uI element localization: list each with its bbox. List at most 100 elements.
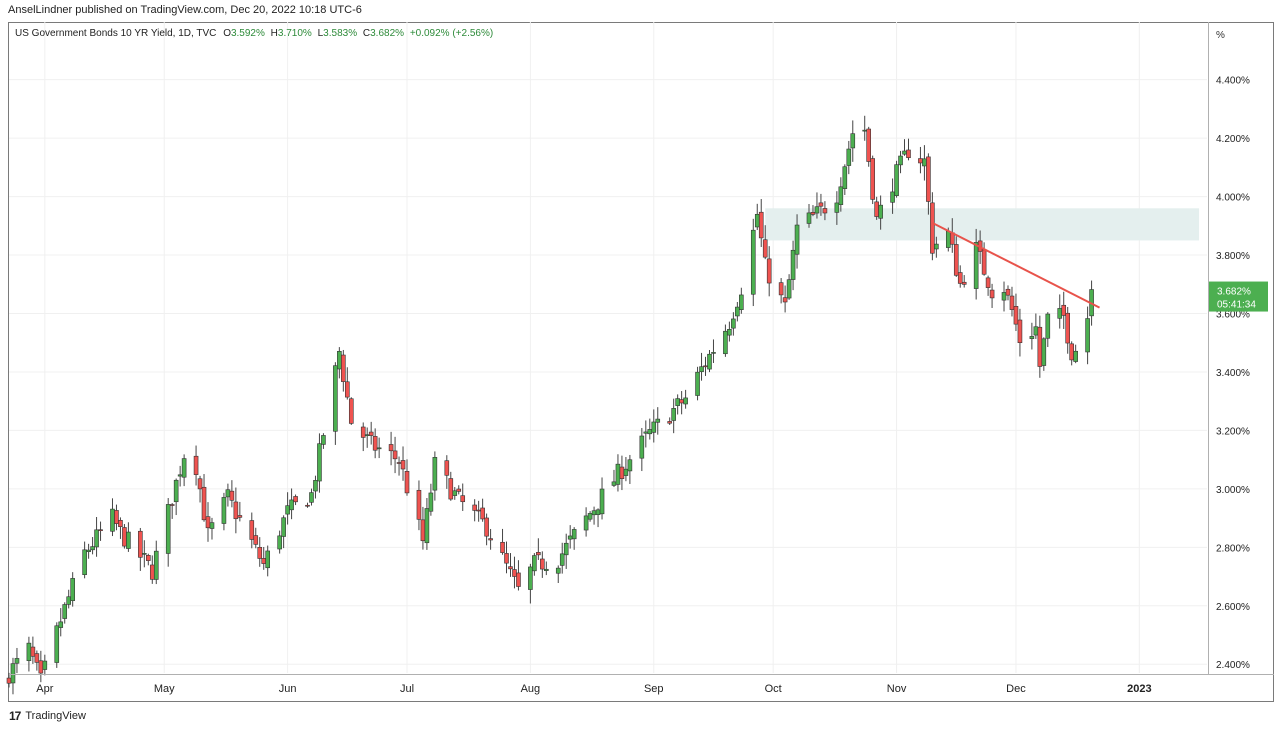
candle (221, 492, 227, 531)
candle-body (193, 455, 199, 475)
candle (448, 471, 454, 501)
candle-body (595, 509, 601, 515)
candle (739, 287, 744, 314)
candle (1061, 291, 1067, 329)
candle (591, 506, 597, 525)
candle-body (181, 458, 187, 478)
candle (695, 366, 700, 401)
candle (623, 456, 629, 482)
candle (544, 561, 549, 576)
candle (321, 433, 326, 449)
candle (639, 427, 645, 472)
candle (989, 283, 995, 308)
footer-branding[interactable]: 17 TradingView (9, 709, 86, 723)
candle-body (528, 566, 533, 590)
candle (281, 515, 286, 549)
x-tick-label: May (154, 683, 175, 695)
candle-body (723, 330, 728, 355)
candle-body (420, 519, 426, 542)
bar-countdown: 05:41:34 (1217, 300, 1256, 311)
candle (930, 192, 935, 261)
candle (54, 622, 60, 668)
candle (400, 446, 406, 481)
candle-body (118, 520, 123, 527)
candle-body (1065, 312, 1070, 344)
candle (197, 475, 203, 503)
candle (898, 150, 903, 174)
candle-body (313, 480, 318, 492)
candle-body (707, 353, 712, 370)
candle (404, 459, 410, 496)
candle (894, 160, 899, 198)
candle (265, 545, 271, 577)
candle (651, 409, 657, 443)
candle-body (731, 318, 736, 329)
candle-body (233, 501, 239, 520)
candle (368, 421, 374, 445)
symbol-legend[interactable]: US Government Bonds 10 YR Yield, 1D, TVC… (15, 28, 493, 39)
candle (866, 126, 871, 167)
candle (699, 352, 704, 381)
high-value: 3.710% (277, 28, 312, 39)
candle (456, 485, 462, 495)
candle (806, 203, 812, 228)
candle-body (293, 496, 298, 503)
candle (341, 349, 346, 392)
candle (619, 455, 625, 491)
candle (627, 454, 633, 484)
candle (838, 177, 844, 212)
candle-body (822, 208, 828, 214)
candle-body (26, 642, 32, 661)
candle-body (655, 418, 661, 423)
tradingview-logo-icon: 17 (9, 709, 21, 723)
candle (778, 278, 784, 304)
candle (30, 636, 36, 664)
y-tick-label: 2.800% (1216, 543, 1250, 554)
candle-body (309, 492, 314, 503)
candle (1029, 322, 1035, 350)
high-label: H (270, 28, 278, 39)
candle-body (285, 505, 290, 515)
candle-body (98, 529, 103, 531)
candle (313, 475, 318, 499)
candle-body (1017, 319, 1023, 344)
candle (655, 407, 661, 435)
candle (567, 525, 573, 549)
candle (209, 517, 215, 540)
candle-body (878, 204, 883, 219)
candle-body (953, 244, 959, 276)
candle (173, 478, 179, 516)
candle-body (265, 550, 271, 569)
candle-body (930, 202, 935, 254)
candle-body (695, 371, 700, 396)
candle-body (146, 555, 151, 561)
candle-body (1073, 350, 1078, 362)
candle-body (1005, 288, 1011, 296)
candle-body (591, 510, 597, 516)
candle (14, 647, 20, 674)
candle (504, 541, 509, 574)
candle (229, 480, 235, 508)
candle-body (149, 564, 155, 580)
candle-body (277, 535, 282, 550)
candle-body (205, 516, 211, 529)
candle (782, 285, 788, 313)
y-tick-label: 3.800% (1216, 251, 1250, 262)
candle (193, 445, 199, 486)
candle (38, 650, 44, 683)
candle-body (571, 529, 577, 540)
candle (460, 483, 466, 511)
candle-body (683, 397, 688, 405)
candle-body (177, 474, 183, 477)
candle-body (1069, 343, 1074, 361)
candle (305, 502, 310, 508)
candle-body (416, 489, 422, 520)
candle (810, 205, 816, 217)
open-label: O (223, 28, 231, 39)
candle-body (866, 128, 871, 162)
candle (890, 178, 895, 214)
candle-body (14, 658, 20, 664)
candle (707, 350, 712, 373)
candle-body (973, 242, 979, 289)
